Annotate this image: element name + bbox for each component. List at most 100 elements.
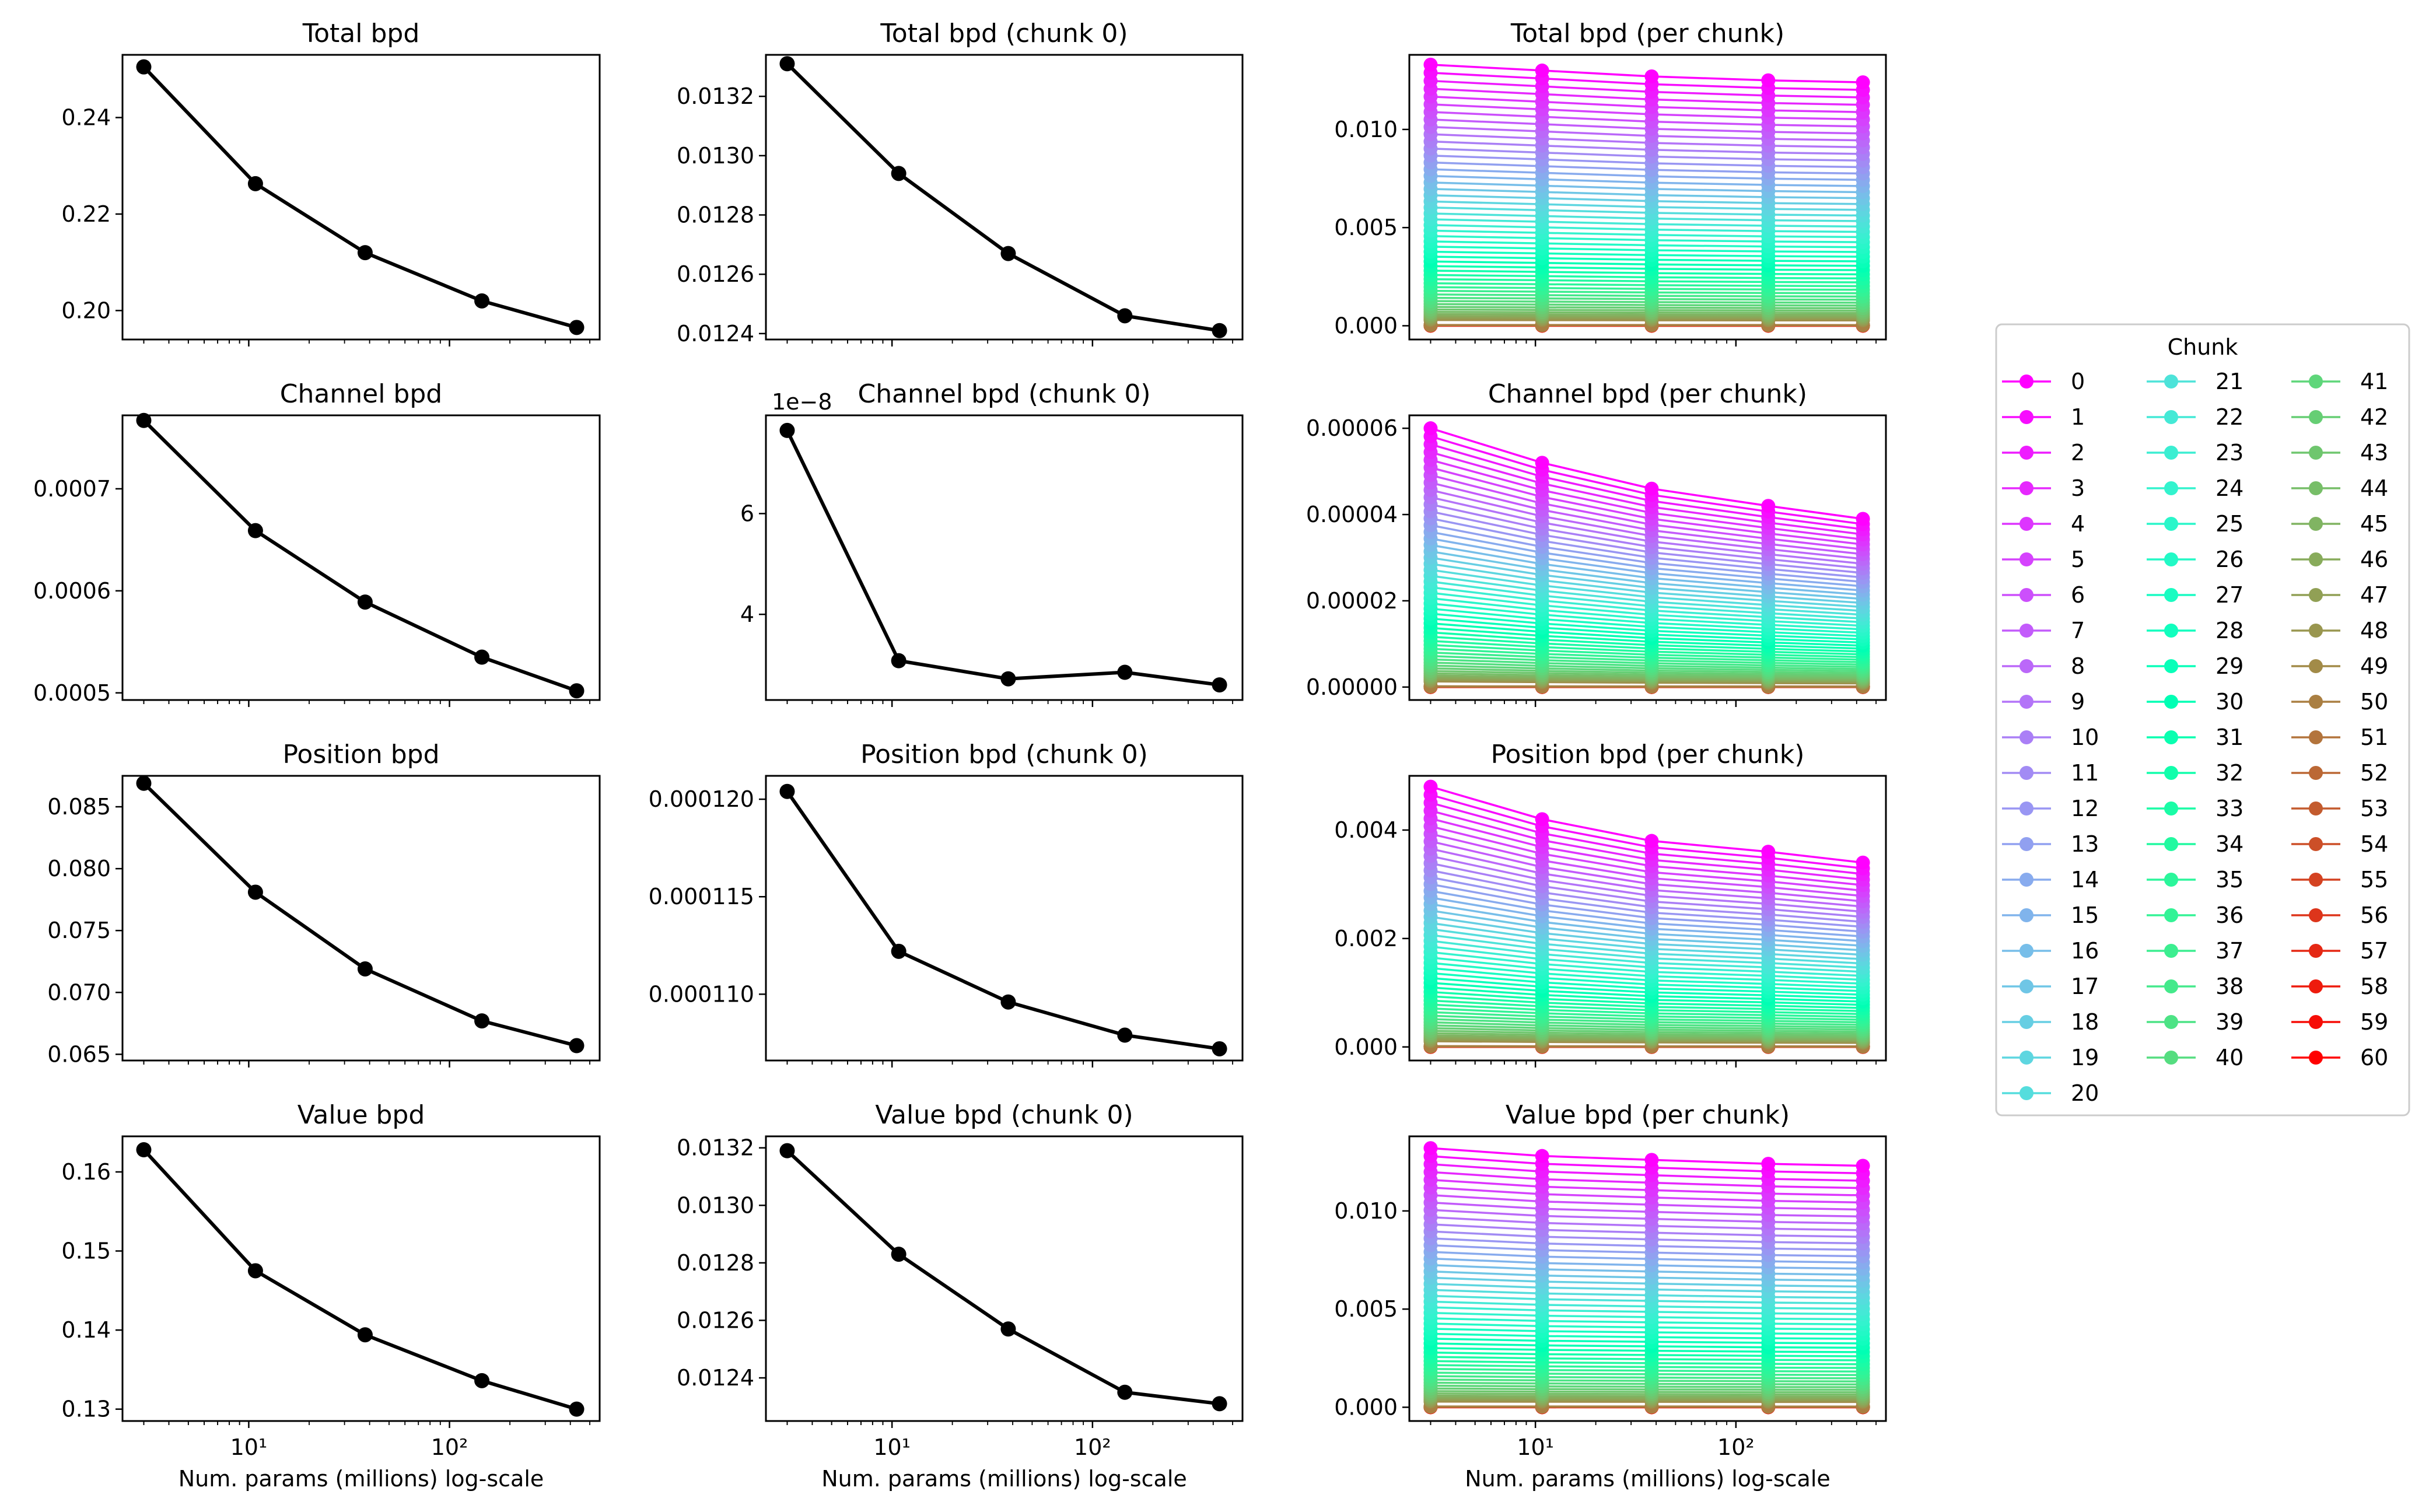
legend-entry-15: 15 [2002,902,2099,928]
legend-label: 44 [2360,475,2388,501]
series-line [786,1149,1220,1406]
y-tick-label: 0.0007 [33,476,111,502]
legend-label: 36 [2216,902,2244,928]
legend-label: 24 [2216,475,2244,501]
y-tick-label: 0.085 [47,794,111,820]
legend-label: 38 [2216,974,2244,999]
y-tick-label: 0.010 [1334,117,1398,142]
axes-frame [121,414,601,701]
legend-marker [2164,624,2178,638]
legend-marker [2309,873,2323,887]
legend-marker [2164,659,2178,673]
legend-label: 42 [2360,404,2388,430]
data-point [136,412,152,428]
legend-label: 19 [2071,1045,2099,1070]
data-point [357,245,373,261]
legend-marker [2020,730,2034,744]
x-tick-label: 10² [1074,1434,1111,1460]
data-point [779,1143,795,1158]
y-tick-label: 0.14 [61,1317,111,1343]
y-tick-label: 0.0005 [33,680,111,706]
legend-label: 5 [2071,547,2085,572]
data-point [569,1038,584,1054]
legend-marker [2164,837,2178,851]
series-line [142,782,578,1048]
data-point [357,961,373,977]
legend-entry-41: 41 [2291,369,2388,394]
y-tick-label: 0.0128 [677,202,754,228]
data-point [1856,855,1870,870]
legend-label: 32 [2216,760,2244,786]
y-tick-label: 0.000120 [649,786,754,812]
legend-label: 57 [2360,938,2388,964]
data-point [247,884,263,900]
legend-entry-54: 54 [2291,831,2388,857]
data-point [891,653,907,668]
legend-entry-14: 14 [2002,867,2099,892]
data-point [569,683,584,699]
legend-entry-55: 55 [2291,867,2388,892]
legend-marker [2164,1015,2178,1029]
legend-entry-35: 35 [2147,867,2244,892]
legend-marker [2020,695,2034,709]
legend-marker [2164,766,2178,780]
legend-label: 27 [2216,582,2244,608]
subplot-title: Position bpd [282,740,439,769]
legend-entry-53: 53 [2291,796,2388,821]
legend-entry-1: 1 [2002,404,2085,430]
legend-label: 41 [2360,369,2388,394]
legend-label: 1 [2071,404,2085,430]
legend-label: 4 [2071,511,2085,537]
legend-entry-13: 13 [2002,831,2099,857]
legend-entry-5: 5 [2002,547,2085,572]
data-point [1000,994,1016,1010]
subplot-title: Position bpd (per chunk) [1491,740,1805,769]
legend-marker [2020,944,2034,958]
legend-entry-19: 19 [2002,1045,2099,1070]
legend-entry-39: 39 [2147,1009,2244,1035]
legend-marker [2020,1086,2034,1100]
legend-label: 29 [2216,653,2244,679]
axes-frame [765,54,1244,341]
subplot-title: Total bpd [302,19,420,48]
legend-label: 47 [2360,582,2388,608]
legend-entry-52: 52 [2291,760,2388,786]
data-point [1761,845,1776,859]
y-tick-label: 0.0006 [33,578,111,604]
legend-label: 25 [2216,511,2244,537]
legend-label: 7 [2071,618,2085,643]
y-tick-label: 4 [740,601,754,627]
legend: Chunk01234567891011121314151617181920212… [1995,323,2410,1116]
legend-marker [2020,624,2034,638]
legend-marker [2309,1051,2323,1065]
legend-marker [2164,481,2178,495]
data-point [1117,308,1133,324]
y-tick-label: 0.0132 [677,83,754,109]
legend-label: 21 [2216,369,2244,394]
data-point [1212,677,1227,693]
legend-entry-33: 33 [2147,796,2244,821]
legend-entry-18: 18 [2002,1009,2099,1035]
legend-entry-57: 57 [2291,938,2388,964]
series-line [142,1149,578,1411]
data-point [569,320,584,335]
series-chunk-0 [1423,57,1870,90]
legend-entry-16: 16 [2002,938,2099,964]
axes-frame [1408,1135,1887,1422]
data-point [1644,1153,1659,1167]
y-tick-label: 0.000110 [649,981,754,1007]
legend-label: 46 [2360,547,2388,572]
legend-marker [2020,873,2034,887]
y-tick-label: 0.000 [1334,1394,1398,1420]
legend-entry-9: 9 [2002,689,2085,715]
legend-entry-8: 8 [2002,653,2085,679]
legend-marker [2309,517,2323,531]
legend-label: 28 [2216,618,2244,643]
legend-entry-46: 46 [2291,547,2388,572]
legend-marker [2020,481,2034,495]
legend-entry-23: 23 [2147,440,2244,466]
legend-entry-44: 44 [2291,475,2388,501]
subplot-p30: Value bpd 0.13 0.14 0.15 0.16 10¹ 10² Num. para… [61,1100,601,1492]
data-point [1535,812,1549,827]
legend-entry-56: 56 [2291,902,2388,928]
